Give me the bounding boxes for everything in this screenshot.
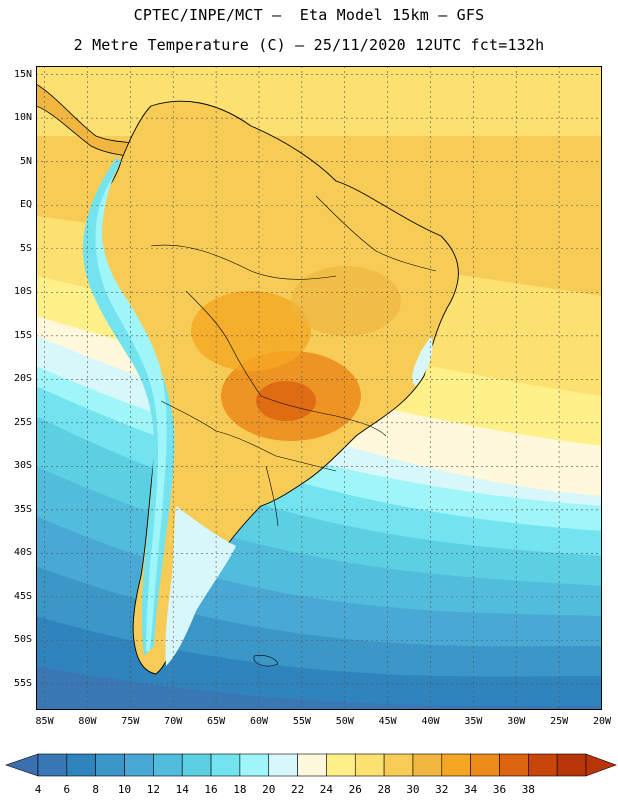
lon-tick-label: 65W: [207, 716, 226, 727]
lat-tick-label: 5S: [19, 242, 32, 254]
colorbar-tick-label: 36: [492, 783, 507, 796]
lon-tick-label: 30W: [507, 716, 526, 727]
lon-tick-label: 25W: [550, 716, 569, 727]
lat-tick-label: 45S: [13, 590, 32, 602]
hottest-core: [256, 381, 316, 421]
falkland-islands: [253, 655, 279, 667]
lon-tick-label: 35W: [464, 716, 483, 727]
map-panel: [36, 66, 602, 710]
chart-title-line2: 2 Metre Temperature (C) – 25/11/2020 12U…: [73, 36, 545, 54]
colorbar-tick-label: 8: [92, 783, 99, 796]
lat-tick-label: 10S: [13, 286, 32, 298]
colorbar-segment: [37, 753, 68, 777]
colorbar-tick-label: 16: [204, 783, 218, 796]
lat-tick-label: 5N: [19, 155, 32, 167]
ocean-band-warm-north: [36, 66, 602, 136]
colorbar-segment: [153, 753, 183, 777]
colorbar-segment: [66, 753, 96, 777]
colorbar-segment: [297, 753, 327, 777]
colorbar-tick-label: 22: [290, 783, 305, 796]
colorbar-tick-label: 10: [117, 783, 132, 796]
lat-tick-label: 55S: [13, 677, 32, 689]
colorbar-segment: [124, 753, 154, 777]
lon-tick-label: 80W: [78, 716, 97, 727]
lat-tick-label: EQ: [19, 199, 32, 211]
lat-tick-label: 25S: [13, 416, 32, 428]
colorbar-segment: [354, 753, 385, 777]
lon-tick-label: 40W: [421, 716, 440, 727]
colorbar-tick-label: 18: [233, 783, 247, 796]
lat-tick-label: 10N: [13, 112, 32, 124]
colorbar-segment: [441, 753, 471, 777]
patagonia-cool: [165, 506, 236, 666]
colorbar-tick-label: 28: [377, 783, 391, 796]
colorbar-segment: [181, 753, 212, 777]
lon-tick-label: 45W: [378, 716, 397, 727]
colorbar-segment: [326, 753, 356, 777]
colorbar-tick-label: 12: [146, 783, 160, 796]
colorbar-tick-label: 32: [435, 783, 449, 796]
lat-tick-label: 20S: [13, 373, 32, 385]
hot-spot-central-brazil: [191, 291, 311, 371]
colorbar-segment: [470, 753, 500, 777]
colorbar-segment: [499, 753, 529, 777]
colorbar-tick-label: 4: [34, 783, 42, 796]
colorbar-tick-label: 34: [464, 783, 478, 796]
colorbar-segment: [412, 753, 443, 777]
lat-lon-grid: [36, 66, 602, 710]
colorbar-segment: [528, 753, 558, 777]
lon-tick-label: 60W: [249, 716, 268, 727]
colorbar: [5, 753, 617, 777]
lat-tick-label: 40S: [13, 547, 32, 559]
colorbar-tick-label: 6: [63, 783, 71, 796]
warm-area-northeast: [291, 266, 401, 336]
colorbar-min-arrow: [5, 753, 39, 777]
lon-tick-label: 55W: [292, 716, 311, 727]
lat-tick-label: 30S: [13, 460, 32, 472]
temperature-map: [36, 66, 602, 710]
colorbar-segment: [210, 753, 241, 777]
colorbar-segment: [268, 753, 298, 777]
lat-tick-label: 15N: [13, 68, 32, 80]
ocean-band-6: [36, 616, 602, 710]
lon-tick-label: 20W: [592, 716, 612, 727]
lon-tick-label: 75W: [121, 716, 140, 727]
lat-tick-label: 15S: [13, 329, 32, 341]
ocean-band-4: [36, 666, 602, 710]
andes-high-cold: [95, 176, 167, 651]
lat-tick-label: 35S: [13, 503, 32, 515]
lon-tick-label: 50W: [335, 716, 354, 727]
lon-tick-label: 85W: [35, 716, 54, 727]
lon-tick-label: 70W: [164, 716, 183, 727]
chart-title-line1: CPTEC/INPE/MCT – Eta Model 15km – GFS: [133, 6, 485, 24]
east-coast-cool: [412, 336, 433, 386]
colorbar-tick-label: 24: [319, 783, 334, 796]
colorbar-tick-label: 26: [348, 783, 362, 796]
map-frame: [36, 66, 602, 710]
colorbar-max-arrow: [585, 753, 617, 777]
colorbar-segment: [239, 753, 270, 777]
lat-tick-label: 50S: [13, 634, 32, 646]
colorbar-tick-label: 38: [521, 783, 535, 796]
colorbar-segment: [383, 753, 414, 777]
country-borders: [150, 195, 437, 527]
colorbar-tick-label: 30: [406, 783, 420, 796]
colorbar-segment: [556, 753, 587, 777]
colorbar-tick-label: 20: [262, 783, 276, 796]
colorbar-tick-label: 14: [175, 783, 189, 796]
colorbar-segment: [95, 753, 125, 777]
